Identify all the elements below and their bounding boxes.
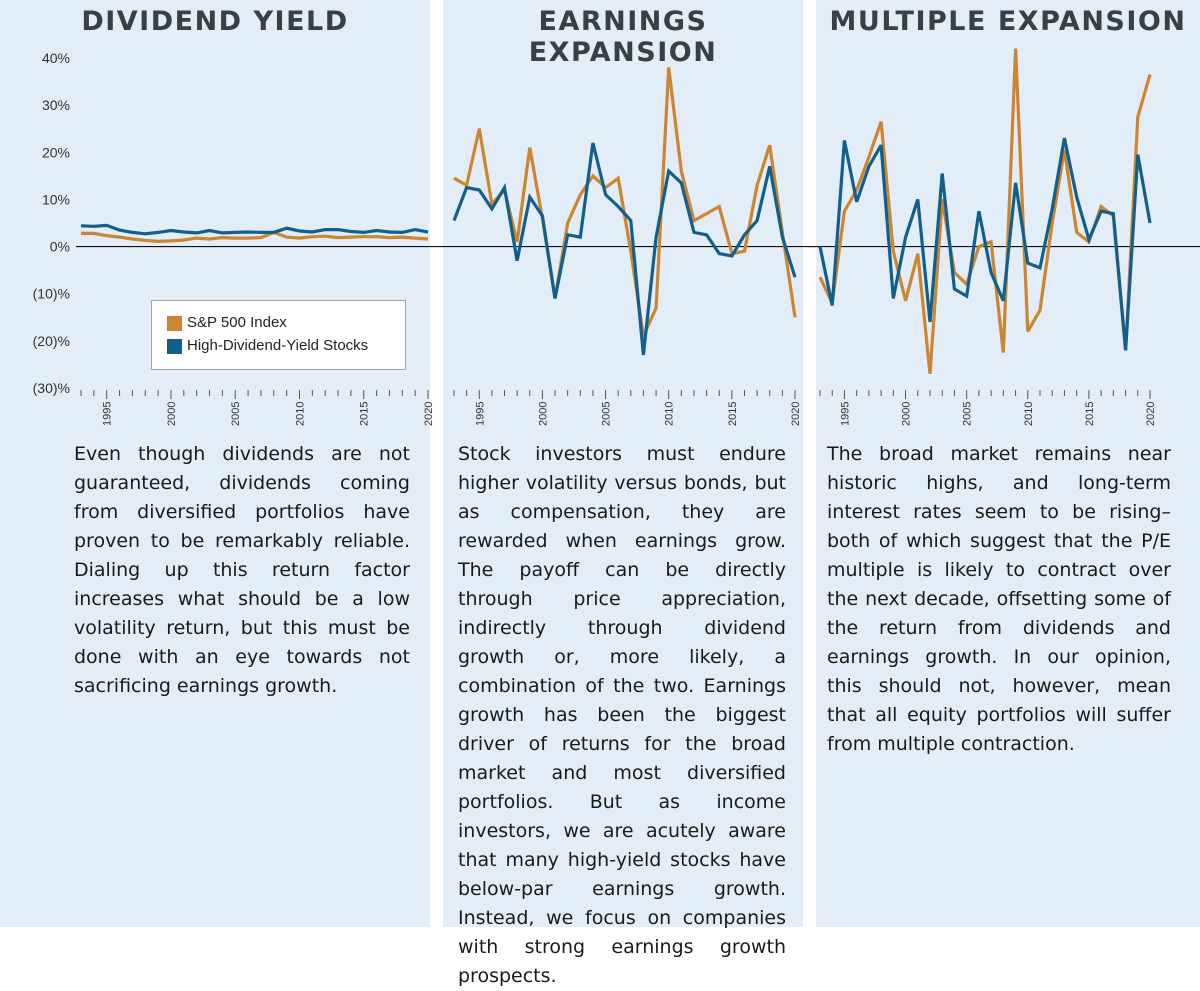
x-tick-label: 2010	[664, 402, 676, 426]
x-tick-label: 2015	[1084, 402, 1096, 426]
legend-label: S&P 500 Index	[187, 314, 287, 331]
series-line-high-dividend	[80, 223, 429, 236]
y-tick-label: 40%	[42, 50, 70, 66]
x-tick-label: 2005	[962, 402, 974, 426]
series-line-sp500	[81, 230, 429, 244]
series-line-high-dividend	[452, 142, 797, 356]
chart-legend: S&P 500 Index High-Dividend-Yield Stocks	[151, 300, 406, 370]
panel-description: The broad market remains near historic h…	[827, 443, 1171, 755]
y-tick-label: 0%	[50, 239, 70, 255]
x-tick-label: 2000	[537, 402, 549, 426]
y-tick-label: 30%	[42, 97, 70, 113]
series-line-high-dividend	[818, 137, 1152, 351]
legend-swatch-high-dividend	[167, 339, 182, 354]
x-tick-label: 1995	[839, 402, 851, 426]
y-tick-label: 10%	[42, 191, 70, 207]
y-tick-label: 20%	[42, 144, 70, 160]
y-tick-label: (20)%	[33, 333, 70, 349]
legend-swatch-sp500	[167, 316, 182, 331]
panel-title: EARNINGS EXPANSION	[528, 6, 718, 68]
x-tick-label: 2010	[1023, 402, 1035, 426]
series-line-sp500	[453, 67, 797, 337]
panel-description: Even though dividends are not guaranteed…	[74, 443, 410, 697]
line-charts: (30)% (20)% (10)% 0% 10% 20% 30% 40% 1995 2000 200…	[33, 48, 1200, 426]
x-tick-label: 2020	[423, 402, 435, 426]
x-tick-label: 2015	[727, 402, 739, 426]
x-tick-label: 2015	[359, 402, 371, 426]
panel-dividend-yield: DIVIDEND YIELD Even though dividends are…	[0, 0, 430, 927]
x-tick-label: 2005	[601, 402, 613, 426]
x-tick-label: 2000	[901, 402, 913, 426]
panel-earnings-expansion: EARNINGS EXPANSION Stock investors must …	[443, 0, 803, 987]
y-tick-label: (30)%	[33, 380, 70, 396]
x-tick-label: 1995	[102, 402, 114, 426]
x-tick-label: 1995	[474, 402, 486, 426]
legend-label: High-Dividend-Yield Stocks	[187, 337, 369, 354]
x-tick-label: 2005	[230, 402, 242, 426]
x-tick-label: 2010	[294, 402, 306, 426]
x-tick-label: 2020	[790, 402, 802, 426]
x-tick-label: 2000	[166, 402, 178, 426]
panel-title: MULTIPLE EXPANSION	[829, 6, 1187, 37]
x-tick-label: 2020	[1145, 402, 1157, 426]
panel-title: DIVIDEND YIELD	[81, 6, 349, 37]
y-tick-label: (10)%	[33, 286, 70, 302]
